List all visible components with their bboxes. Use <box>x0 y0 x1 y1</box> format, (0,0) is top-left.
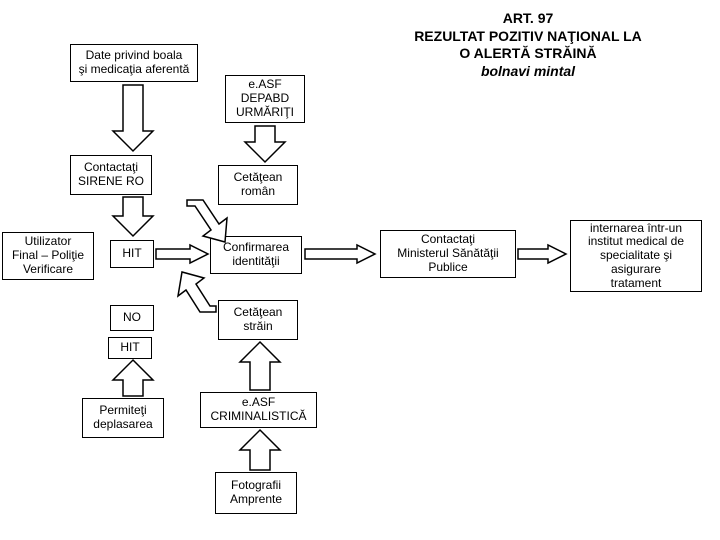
label: NO <box>123 311 141 325</box>
arrow-confirm-to-min <box>305 245 379 265</box>
arrow-fotografii-up <box>240 430 280 472</box>
arrow-roman-to-confirm <box>175 198 235 248</box>
label: e.ASFDEPABDURMĂRIŢI <box>236 78 294 119</box>
label: UtilizatorFinal – PoliţieVerificare <box>12 235 84 276</box>
title-line2: REZULTAT POZITIV NAŢIONAL LA <box>414 28 642 44</box>
box-date-boala: Date privind boalaşi medicaţia aferentă <box>70 44 198 82</box>
label: ContactaţiSIRENE RO <box>78 161 144 189</box>
arrow-permiteti-up <box>113 360 153 398</box>
arrow-depabd-down <box>245 126 285 166</box>
label: ContactaţiMinisterul SănătăţiiPublice <box>397 233 498 274</box>
label: e.ASFCRIMINALISTICĂ <box>210 396 306 424</box>
box-utilizator: UtilizatorFinal – PoliţieVerificare <box>2 232 94 280</box>
box-internarea: internarea într-uninstitut medical despe… <box>570 220 702 292</box>
box-hit2: HIT <box>108 337 152 359</box>
label: HIT <box>122 247 141 261</box>
label: internarea într-uninstitut medical despe… <box>588 222 684 291</box>
arrow-strain-up <box>176 262 232 312</box>
box-permiteti: Permiteţideplasarea <box>82 398 164 438</box>
box-easf-crim: e.ASFCRIMINALISTICĂ <box>200 392 317 428</box>
label: HIT <box>120 341 139 355</box>
box-no: NO <box>110 305 154 331</box>
label: Cetăţeanstrăin <box>234 306 283 334</box>
title-line4: bolnavi mintal <box>481 63 575 79</box>
box-hit: HIT <box>110 240 154 268</box>
arrow-crim-up <box>240 342 280 392</box>
label: Cetăţeanromân <box>234 171 283 199</box>
label: FotografiiAmprente <box>230 479 282 507</box>
box-fotografii: FotografiiAmprente <box>215 472 297 514</box>
flowchart-title: ART. 97 REZULTAT POZITIV NAŢIONAL LA O A… <box>358 10 698 80</box>
box-contactati-sirene: ContactaţiSIRENE RO <box>70 155 152 195</box>
arrow-min-to-internarea <box>518 245 568 265</box>
label: Date privind boalaşi medicaţia aferentă <box>79 49 190 77</box>
box-contactati-min: ContactaţiMinisterul SănătăţiiPublice <box>380 230 516 278</box>
arrow-sirene-to-hit <box>113 197 153 240</box>
title-line1: ART. 97 <box>503 10 554 26</box>
label: Permiteţideplasarea <box>93 404 152 432</box>
arrow-date-to-sirene <box>113 85 153 155</box>
box-easf-depabd: e.ASFDEPABDURMĂRIŢI <box>225 75 305 123</box>
title-line3: O ALERTĂ STRĂINĂ <box>459 45 596 61</box>
